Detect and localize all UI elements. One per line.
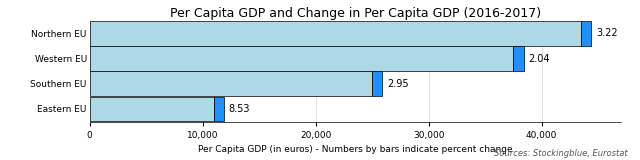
Bar: [372, 72, 382, 96]
Text: 2.95: 2.95: [387, 79, 408, 89]
Title: Per Capita GDP and Change in Per Capita GDP (2016-2017): Per Capita GDP and Change in Per Capita …: [170, 7, 541, 20]
Bar: [513, 46, 524, 71]
Text: 8.53: 8.53: [228, 104, 250, 114]
Bar: [214, 97, 224, 121]
Bar: [90, 72, 372, 96]
Bar: [90, 21, 581, 46]
X-axis label: Per Capita GDP (in euros) - Numbers by bars indicate percent change: Per Capita GDP (in euros) - Numbers by b…: [198, 145, 513, 154]
Bar: [581, 21, 591, 46]
Bar: [90, 97, 214, 121]
Text: Sources: Stockingblue, Eurostat: Sources: Stockingblue, Eurostat: [493, 149, 627, 158]
Bar: [90, 46, 513, 71]
Text: 2.04: 2.04: [528, 54, 550, 64]
Text: 3.22: 3.22: [596, 28, 618, 38]
